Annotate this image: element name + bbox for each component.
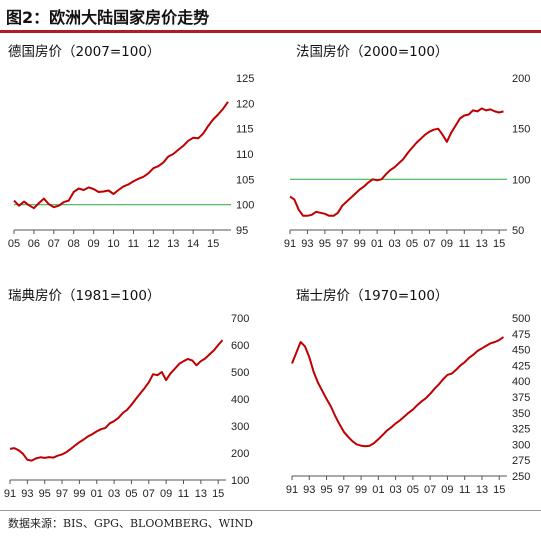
switzerland-x-tick-label: 01 — [372, 484, 384, 496]
sweden-y-tick-label: 200 — [231, 448, 249, 460]
sweden-y-tick-label: 700 — [231, 313, 249, 325]
germany-x-tick-label: 11 — [128, 238, 139, 250]
germany-x-tick-label: 15 — [207, 238, 219, 250]
france-y-tick-label: 100 — [512, 174, 530, 186]
switzerland-series-line — [291, 336, 505, 448]
france-x-tick-label: 07 — [423, 238, 435, 250]
germany-y-tick-label: 100 — [236, 200, 254, 212]
sweden-y-tick-label: 400 — [231, 394, 249, 406]
switzerland-y-tick-label: 400 — [512, 376, 530, 388]
switzerland-y-tick-label: 450 — [512, 345, 530, 357]
sweden-y-tick-label: 100 — [231, 475, 249, 487]
germany-x-tick-label: 12 — [147, 238, 159, 250]
germany-x-tick-label: 07 — [48, 238, 60, 250]
germany-y-tick-label: 95 — [236, 225, 248, 237]
germany-series-line — [13, 101, 229, 210]
figure-title: 图2：欧洲大陆国家房价走势 — [6, 8, 210, 27]
germany-x-tick-label: 10 — [107, 238, 119, 250]
sweden-x-tick-label: 95 — [39, 488, 51, 500]
france-x-tick-label: 01 — [371, 238, 383, 250]
germany-x-tick-label: 08 — [68, 238, 80, 250]
sweden-x-tick-label: 09 — [160, 488, 172, 500]
switzerland-x-tick-label: 03 — [389, 484, 401, 496]
france-x-tick-label: 05 — [406, 238, 418, 250]
switzerland-y-tick-label: 325 — [512, 424, 530, 436]
france-x-tick-label: 15 — [493, 238, 505, 250]
france-y-tick-label: 50 — [512, 225, 524, 237]
switzerland-x-tick-label: 93 — [303, 484, 315, 496]
france-x-tick-label: 13 — [476, 238, 488, 250]
france-x-tick-label: 09 — [441, 238, 453, 250]
sweden-x-tick-label: 13 — [195, 488, 207, 500]
source-rule — [0, 510, 541, 511]
switzerland-x-tick-label: 15 — [493, 484, 505, 496]
switzerland-y-tick-label: 500 — [512, 313, 530, 325]
sweden-x-tick-label: 03 — [108, 488, 120, 500]
sweden-x-tick-label: 11 — [178, 488, 189, 500]
germany-y-tick-label: 125 — [236, 73, 254, 85]
panel-title-germany: 德国房价（2007=100） — [8, 44, 161, 60]
switzerland-y-tick-label: 350 — [512, 408, 530, 420]
panel-title-sweden: 瑞典房价（1981=100） — [8, 288, 161, 304]
switzerland-x-tick-label: 91 — [286, 484, 298, 496]
germany-y-tick-label: 105 — [236, 174, 254, 186]
germany-x-tick-label: 13 — [167, 238, 179, 250]
germany-y-tick-label: 110 — [236, 149, 254, 161]
source-note: 数据来源：BIS、GPG、BLOOMBERG、WIND — [8, 517, 253, 530]
switzerland-x-tick-label: 97 — [338, 484, 350, 496]
france-y-tick-label: 200 — [512, 73, 530, 85]
sweden-x-tick-label: 07 — [143, 488, 155, 500]
germany-y-tick-label: 120 — [236, 98, 254, 110]
sweden-x-tick-label: 99 — [73, 488, 85, 500]
sweden-x-tick-label: 01 — [91, 488, 103, 500]
france-series-line — [289, 107, 504, 217]
germany-x-tick-label: 05 — [8, 238, 20, 250]
switzerland-x-tick-label: 05 — [407, 484, 419, 496]
panel-title-switzerland: 瑞士房价（1970=100） — [296, 288, 449, 304]
sweden-x-tick-label: 15 — [212, 488, 224, 500]
germany-x-tick-label: 09 — [88, 238, 100, 250]
switzerland-y-tick-label: 475 — [512, 329, 530, 341]
germany-y-tick-label: 115 — [236, 124, 254, 136]
switzerland-x-tick-label: 11 — [459, 484, 470, 496]
title-rule — [0, 30, 541, 33]
sweden-y-tick-label: 300 — [231, 421, 249, 433]
sweden-series-line — [9, 339, 224, 462]
germany-x-tick-label: 06 — [28, 238, 40, 250]
france-x-tick-label: 97 — [336, 238, 348, 250]
sweden-x-tick-label: 91 — [4, 488, 16, 500]
switzerland-y-tick-label: 375 — [512, 392, 530, 404]
france-x-tick-label: 91 — [284, 238, 296, 250]
switzerland-y-tick-label: 300 — [512, 439, 530, 451]
sweden-x-tick-label: 93 — [21, 488, 33, 500]
germany-x-tick-label: 14 — [187, 238, 199, 250]
france-x-tick-label: 99 — [354, 238, 366, 250]
france-x-tick-label: 11 — [459, 238, 470, 250]
france-x-tick-label: 93 — [301, 238, 313, 250]
switzerland-y-tick-label: 425 — [512, 360, 530, 372]
switzerland-x-tick-label: 13 — [476, 484, 488, 496]
switzerland-x-tick-label: 99 — [355, 484, 367, 496]
sweden-y-tick-label: 600 — [231, 340, 249, 352]
sweden-x-tick-label: 97 — [56, 488, 68, 500]
switzerland-x-tick-label: 07 — [424, 484, 436, 496]
france-y-tick-label: 150 — [512, 124, 530, 136]
sweden-x-tick-label: 05 — [125, 488, 137, 500]
switzerland-x-tick-label: 09 — [441, 484, 453, 496]
france-x-tick-label: 03 — [388, 238, 400, 250]
france-x-tick-label: 95 — [319, 238, 331, 250]
switzerland-y-tick-label: 275 — [512, 455, 530, 467]
panel-title-france: 法国房价（2000=100） — [296, 44, 449, 60]
sweden-y-tick-label: 500 — [231, 367, 249, 379]
switzerland-y-tick-label: 250 — [512, 471, 530, 483]
switzerland-x-tick-label: 95 — [320, 484, 332, 496]
